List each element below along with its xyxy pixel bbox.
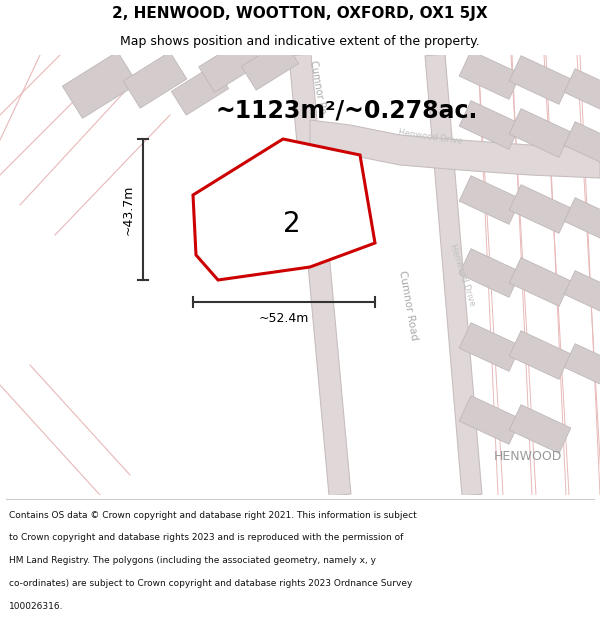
Text: ~1123m²/~0.278ac.: ~1123m²/~0.278ac. (215, 98, 478, 122)
Polygon shape (509, 185, 571, 233)
Polygon shape (199, 38, 261, 92)
Polygon shape (459, 396, 521, 444)
Text: to Crown copyright and database rights 2023 and is reproduced with the permissio: to Crown copyright and database rights 2… (9, 533, 403, 542)
Polygon shape (310, 120, 600, 178)
Text: Henwood Drive: Henwood Drive (397, 128, 463, 146)
Text: HM Land Registry. The polygons (including the associated geometry, namely x, y: HM Land Registry. The polygons (includin… (9, 556, 376, 565)
Polygon shape (459, 51, 521, 99)
Polygon shape (62, 52, 137, 118)
Polygon shape (172, 65, 229, 115)
Polygon shape (459, 322, 521, 371)
Polygon shape (193, 139, 375, 280)
Polygon shape (509, 405, 571, 453)
Text: co-ordinates) are subject to Crown copyright and database rights 2023 Ordnance S: co-ordinates) are subject to Crown copyr… (9, 579, 412, 588)
Text: ~43.7m: ~43.7m (122, 184, 135, 234)
Polygon shape (564, 69, 600, 111)
Polygon shape (509, 258, 571, 306)
Polygon shape (123, 52, 187, 108)
Text: 2: 2 (283, 210, 300, 238)
Polygon shape (509, 56, 571, 104)
Text: Contains OS data © Crown copyright and database right 2021. This information is : Contains OS data © Crown copyright and d… (9, 511, 417, 519)
Text: ~52.4m: ~52.4m (259, 312, 309, 325)
Polygon shape (425, 54, 482, 496)
Polygon shape (509, 331, 571, 379)
Polygon shape (564, 122, 600, 164)
Polygon shape (564, 344, 600, 386)
Text: 100026316.: 100026316. (9, 602, 64, 611)
Polygon shape (459, 176, 521, 224)
Text: Henwood Drive: Henwood Drive (448, 243, 476, 307)
Text: HENWOOD: HENWOOD (494, 451, 562, 464)
Text: 2, HENWOOD, WOOTTON, OXFORD, OX1 5JX: 2, HENWOOD, WOOTTON, OXFORD, OX1 5JX (112, 6, 488, 21)
Polygon shape (459, 249, 521, 298)
Text: Cumnor Road: Cumnor Road (397, 269, 419, 341)
Polygon shape (564, 198, 600, 240)
Polygon shape (564, 271, 600, 313)
Text: Map shows position and indicative extent of the property.: Map shows position and indicative extent… (120, 35, 480, 48)
Polygon shape (509, 109, 571, 158)
Polygon shape (459, 101, 521, 149)
Polygon shape (241, 40, 299, 90)
Text: Cumnor Ro: Cumnor Ro (308, 59, 328, 114)
Polygon shape (289, 54, 351, 496)
